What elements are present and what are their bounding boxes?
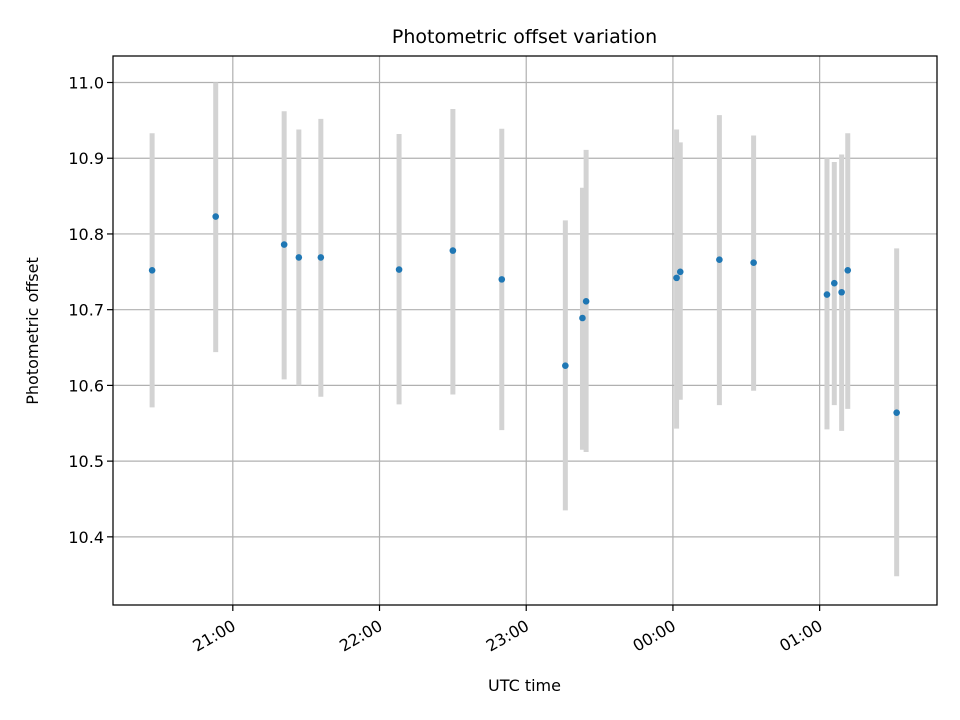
x-axis-label: UTC time xyxy=(488,676,561,695)
y-tick-label: 10.4 xyxy=(68,528,104,547)
data-point xyxy=(295,254,303,261)
data-point xyxy=(844,266,852,274)
data-point xyxy=(395,266,403,273)
plot-frame xyxy=(112,55,938,606)
data-point xyxy=(893,409,900,416)
data-point xyxy=(750,259,757,267)
data-point xyxy=(280,241,288,248)
grid-layer xyxy=(113,56,937,605)
y-tick-label: 11.0 xyxy=(68,74,104,93)
y-tick-label: 10.7 xyxy=(68,301,104,320)
y-tick-label: 10.6 xyxy=(68,376,104,395)
data-point xyxy=(449,247,457,254)
data-point xyxy=(579,314,586,322)
data-point xyxy=(716,256,723,263)
data-point xyxy=(317,254,325,261)
data-point xyxy=(676,268,684,276)
y-axis-label: Photometric offset xyxy=(23,257,42,405)
data-point xyxy=(831,279,838,287)
chart-title: Photometric offset variation xyxy=(392,26,657,48)
data-point xyxy=(212,213,219,220)
point-layer xyxy=(148,213,900,416)
y-axis-ticks: 10.4 10.5 10.6 10.7 10.8 10.9 11.0 xyxy=(68,74,113,547)
data-point xyxy=(673,274,680,282)
y-tick-label: 10.8 xyxy=(68,225,104,244)
data-point xyxy=(498,276,506,283)
data-point xyxy=(582,298,590,305)
y-tick-label: 10.5 xyxy=(68,452,104,471)
data-point xyxy=(148,266,156,274)
data-point xyxy=(838,288,845,296)
y-tick-label: 10.9 xyxy=(68,149,104,168)
data-point xyxy=(823,291,831,298)
data-point xyxy=(562,362,569,370)
